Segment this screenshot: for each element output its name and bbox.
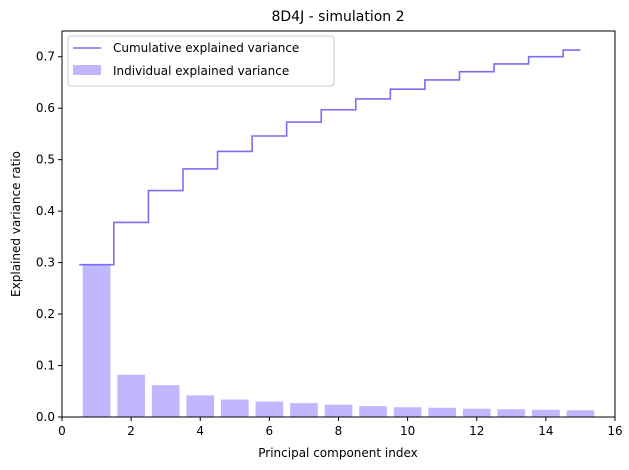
y-tick-label: 0.3 xyxy=(36,256,55,270)
bar-pc-1 xyxy=(82,264,111,417)
x-tick-label: 10 xyxy=(400,424,415,438)
bar-pc-9 xyxy=(359,406,387,417)
legend-label-individual: Individual explained variance xyxy=(113,64,289,78)
legend-box xyxy=(67,35,335,87)
bar-pc-3 xyxy=(151,385,180,417)
y-tick-label: 0.7 xyxy=(36,50,55,64)
x-tick-label: 16 xyxy=(607,424,622,438)
bar-pc-15 xyxy=(566,410,595,417)
x-tick-label: 14 xyxy=(538,424,553,438)
x-tick-label: 8 xyxy=(335,424,343,438)
step-line-cumulative xyxy=(79,49,581,266)
x-tick-label: 12 xyxy=(469,424,484,438)
legend-label-cumulative: Cumulative explained variance xyxy=(113,41,299,55)
bar-pc-6 xyxy=(255,401,284,417)
bar-pc-10 xyxy=(393,407,422,417)
bar-pc-8 xyxy=(324,404,353,417)
y-tick-label: 0.4 xyxy=(36,204,55,218)
bar-pc-11 xyxy=(428,407,457,417)
y-tick-label: 0.6 xyxy=(36,101,55,115)
x-tick-label: 4 xyxy=(196,424,204,438)
bar-pc-2 xyxy=(117,374,145,417)
y-tick-label: 0.0 xyxy=(36,410,55,424)
bar-series-individual xyxy=(82,264,595,417)
bar-pc-14 xyxy=(532,409,560,417)
y-axis-label: Explained variance ratio xyxy=(9,151,23,297)
x-axis-ticks: 0 2 4 6 8 10 12 14 16 xyxy=(58,417,623,438)
bar-pc-4 xyxy=(186,395,215,417)
x-tick-label: 0 xyxy=(58,424,66,438)
bar-pc-13 xyxy=(497,409,526,417)
y-tick-label: 0.5 xyxy=(36,153,55,167)
legend-swatch-individual xyxy=(73,65,101,75)
x-axis-label: Principal component index xyxy=(258,446,417,460)
bar-pc-5 xyxy=(220,399,249,417)
plot-frame xyxy=(61,30,616,418)
y-tick-label: 0.1 xyxy=(36,359,55,373)
x-tick-label: 6 xyxy=(266,424,274,438)
legend: Cumulative explained variance Individual… xyxy=(67,35,335,87)
y-tick-label: 0.2 xyxy=(36,307,55,321)
x-tick-label: 2 xyxy=(127,424,135,438)
bar-pc-7 xyxy=(290,403,318,417)
y-axis-ticks: 0.0 0.1 0.2 0.3 0.4 0.5 0.6 0.7 xyxy=(36,50,62,424)
bar-pc-12 xyxy=(462,408,491,417)
chart-title: 8D4J - simulation 2 xyxy=(271,9,404,25)
